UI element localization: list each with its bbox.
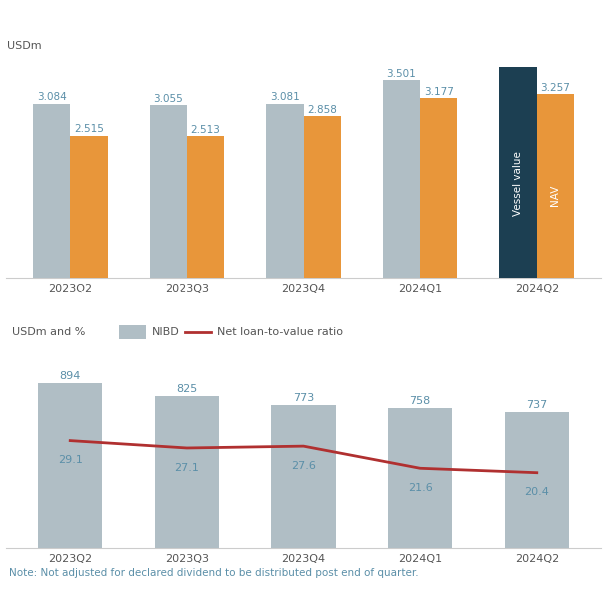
Text: 773: 773	[293, 393, 314, 403]
Text: 27.1: 27.1	[174, 463, 199, 473]
Text: Vessel value: Vessel value	[513, 150, 523, 215]
Bar	[38, 383, 103, 548]
Text: 894: 894	[59, 371, 81, 381]
FancyBboxPatch shape	[119, 324, 146, 339]
Text: NAV: NAV	[551, 185, 560, 206]
Bar	[388, 408, 452, 548]
Text: 3.081: 3.081	[270, 93, 300, 103]
Bar	[266, 104, 304, 278]
Text: NIBD: NIBD	[152, 327, 180, 337]
Bar	[187, 136, 224, 278]
Bar	[420, 99, 458, 278]
Text: 3.177: 3.177	[424, 87, 454, 97]
Bar	[155, 396, 219, 548]
Bar	[149, 106, 187, 278]
Text: 2.858: 2.858	[307, 105, 337, 115]
Text: 27.6: 27.6	[291, 461, 316, 471]
Text: 2.513: 2.513	[191, 124, 220, 135]
Text: 737: 737	[526, 400, 548, 410]
Bar	[500, 67, 537, 278]
Text: 2.515: 2.515	[74, 124, 104, 135]
Bar	[304, 116, 341, 278]
Text: Note: Not adjusted for declared dividend to be distributed post end of quarter.: Note: Not adjusted for declared dividend…	[9, 568, 419, 578]
Text: 825: 825	[176, 384, 197, 394]
Text: USDm: USDm	[7, 41, 42, 51]
Text: 3.084: 3.084	[36, 92, 66, 102]
Bar	[271, 405, 336, 548]
Text: 20.4: 20.4	[524, 487, 549, 497]
Text: Vessel value and Net Asset Value (NAV): Vessel value and Net Asset Value (NAV)	[12, 11, 323, 25]
Bar	[383, 80, 420, 278]
Text: USDm and %: USDm and %	[12, 327, 86, 337]
Bar	[70, 136, 107, 278]
Text: 3.501: 3.501	[387, 69, 416, 78]
Text: Net loan-to-value ratio: Net loan-to-value ratio	[217, 327, 343, 337]
Text: 29.1: 29.1	[58, 455, 83, 466]
Text: 3.730: 3.730	[503, 56, 533, 66]
Bar	[537, 94, 574, 278]
Text: NIBD and Net LTV ratio: NIBD and Net LTV ratio	[12, 290, 192, 304]
Bar	[504, 412, 569, 548]
Text: 21.6: 21.6	[408, 483, 433, 493]
Text: 758: 758	[410, 396, 431, 406]
Text: 3.055: 3.055	[154, 94, 183, 104]
Text: 3.257: 3.257	[540, 83, 571, 93]
Bar	[33, 104, 70, 278]
